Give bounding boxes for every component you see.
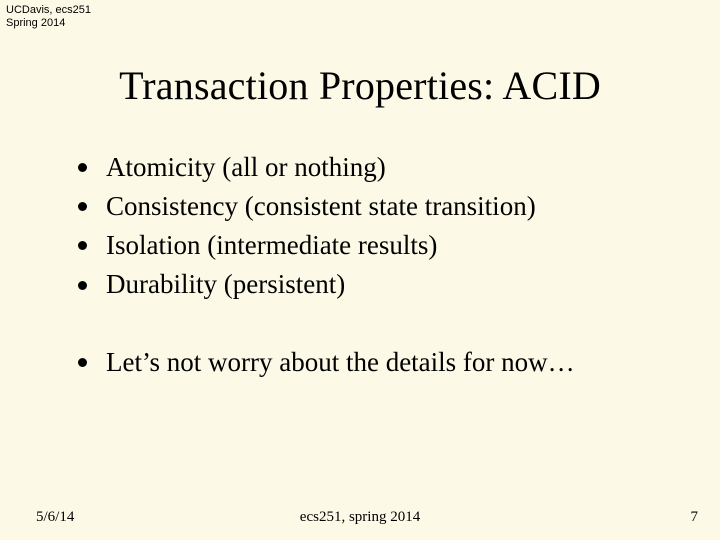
bullet-list-2: Let’s not worry about the details for no… xyxy=(78,343,680,382)
course-header-line2: Spring 2014 xyxy=(6,17,91,30)
slide-title: Transaction Properties: ACID xyxy=(0,62,720,109)
list-item: Atomicity (all or nothing) xyxy=(78,148,680,187)
slide: UCDavis, ecs251 Spring 2014 Transaction … xyxy=(0,0,720,540)
list-item: Isolation (intermediate results) xyxy=(78,226,680,265)
list-item: Consistency (consistent state transition… xyxy=(78,187,680,226)
course-header-line1: UCDavis, ecs251 xyxy=(6,4,91,17)
bullet-list-1: Atomicity (all or nothing) Consistency (… xyxy=(78,148,680,305)
list-item: Durability (persistent) xyxy=(78,265,680,304)
slide-content: Atomicity (all or nothing) Consistency (… xyxy=(78,148,680,382)
list-item: Let’s not worry about the details for no… xyxy=(78,343,680,382)
course-header: UCDavis, ecs251 Spring 2014 xyxy=(6,4,91,29)
footer-course: ecs251, spring 2014 xyxy=(0,509,720,526)
footer-page-number: 7 xyxy=(691,509,699,526)
spacer xyxy=(78,305,680,343)
